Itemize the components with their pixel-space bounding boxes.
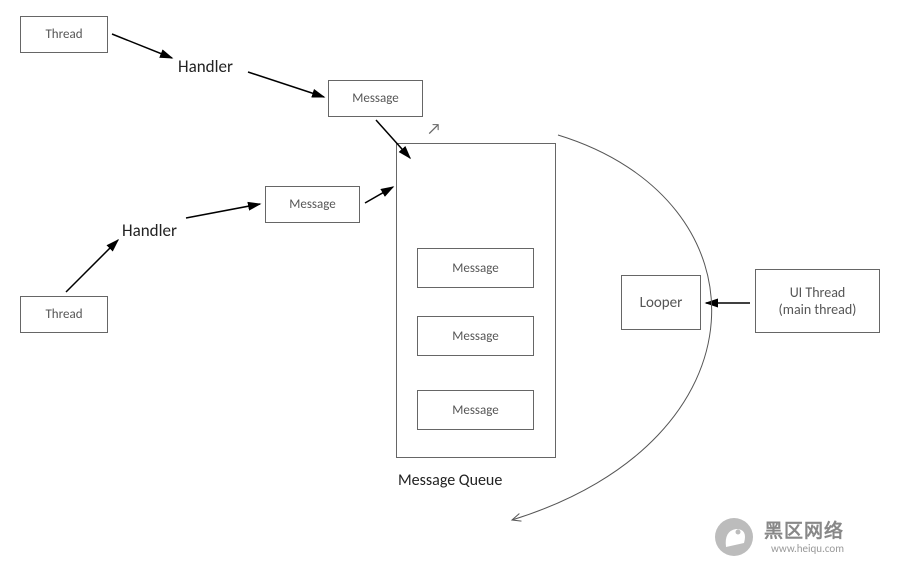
queue-item: Message xyxy=(417,390,534,430)
looper-box: Looper xyxy=(621,275,701,330)
message-box-mid-label: Message xyxy=(289,197,335,212)
arrow xyxy=(365,187,393,203)
arrow xyxy=(66,240,118,292)
message-queue-label: Message Queue xyxy=(398,471,502,490)
message-box-top-label: Message xyxy=(352,91,398,106)
thread-box-top: Thread xyxy=(20,16,108,53)
queue-item-label: Message xyxy=(452,329,498,344)
message-box-mid: Message xyxy=(265,186,360,223)
arrow xyxy=(112,34,172,58)
arrow xyxy=(186,204,260,218)
queue-item-label: Message xyxy=(452,403,498,418)
thread-box-bottom-label: Thread xyxy=(45,307,82,322)
cursor-icon: ↖ xyxy=(427,120,441,139)
ui-thread-box-label: UI Thread (main thread) xyxy=(779,284,857,318)
arrow xyxy=(248,72,324,97)
watermark-text: 黑区网络 www.heiqu.com xyxy=(764,522,844,555)
watermark-cn: 黑区网络 xyxy=(764,522,844,543)
message-box-top: Message xyxy=(328,80,423,117)
watermark-logo xyxy=(714,517,754,557)
thread-box-top-label: Thread xyxy=(45,27,82,42)
handler-label-bottom: Handler xyxy=(122,220,177,241)
queue-item: Message xyxy=(417,248,534,288)
thread-box-bottom: Thread xyxy=(20,296,108,333)
queue-item-label: Message xyxy=(452,261,498,276)
ui-thread-box: UI Thread (main thread) xyxy=(755,269,880,333)
watermark-url: www.heiqu.com xyxy=(764,543,844,555)
handler-label-top: Handler xyxy=(178,56,233,77)
looper-box-label: Looper xyxy=(640,294,683,312)
queue-item: Message xyxy=(417,316,534,356)
